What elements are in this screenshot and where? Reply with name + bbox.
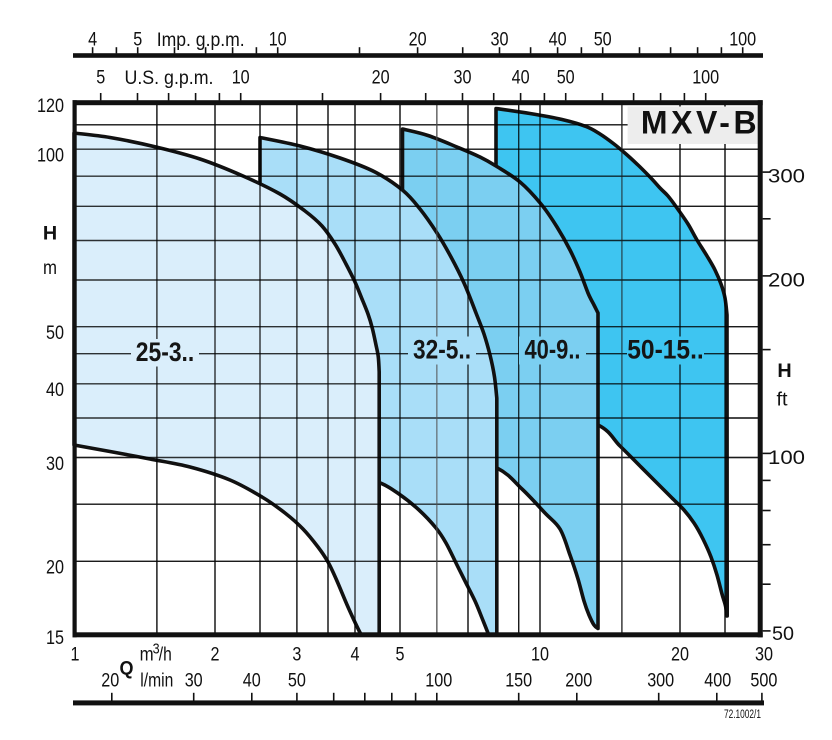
svg-text:2: 2 bbox=[211, 643, 220, 665]
svg-text:4: 4 bbox=[88, 29, 97, 51]
svg-text:400: 400 bbox=[704, 669, 731, 691]
svg-text:200: 200 bbox=[565, 669, 592, 691]
svg-text:25-3..: 25-3.. bbox=[136, 337, 195, 367]
svg-text:10: 10 bbox=[531, 643, 549, 665]
svg-text:300: 300 bbox=[647, 669, 674, 691]
svg-text:ft: ft bbox=[777, 388, 788, 410]
svg-text:15: 15 bbox=[46, 627, 64, 649]
svg-text:l/min: l/min bbox=[140, 669, 173, 691]
svg-text:H: H bbox=[777, 360, 791, 382]
svg-text:30: 30 bbox=[491, 29, 509, 51]
svg-text:50: 50 bbox=[772, 623, 794, 645]
svg-text:20: 20 bbox=[101, 669, 119, 691]
svg-text:50: 50 bbox=[288, 669, 306, 691]
svg-text:10: 10 bbox=[232, 67, 250, 89]
svg-text:Q: Q bbox=[120, 657, 134, 679]
svg-text:m: m bbox=[140, 643, 154, 665]
svg-text:5: 5 bbox=[96, 67, 105, 89]
svg-text:40: 40 bbox=[243, 669, 261, 691]
svg-text:40-9..: 40-9.. bbox=[525, 335, 581, 365]
svg-text:/h: /h bbox=[159, 643, 172, 665]
svg-text:3: 3 bbox=[292, 643, 301, 665]
svg-text:m: m bbox=[43, 257, 57, 279]
svg-text:10: 10 bbox=[269, 29, 287, 51]
svg-text:40: 40 bbox=[512, 67, 530, 89]
svg-text:100: 100 bbox=[425, 669, 452, 691]
svg-text:50: 50 bbox=[46, 322, 64, 344]
svg-text:40: 40 bbox=[549, 29, 567, 51]
svg-text:50: 50 bbox=[594, 29, 612, 51]
svg-text:100: 100 bbox=[692, 67, 719, 89]
svg-text:32-5..: 32-5.. bbox=[413, 335, 471, 365]
svg-text:100: 100 bbox=[729, 29, 756, 51]
svg-text:200: 200 bbox=[768, 269, 805, 291]
svg-text:30: 30 bbox=[46, 453, 64, 475]
svg-text:Imp. g.p.m.: Imp. g.p.m. bbox=[157, 29, 245, 51]
svg-text:20: 20 bbox=[409, 29, 427, 51]
svg-text:20: 20 bbox=[46, 557, 64, 579]
svg-text:50-15..: 50-15.. bbox=[627, 335, 704, 365]
svg-text:3: 3 bbox=[153, 641, 160, 657]
svg-text:20: 20 bbox=[372, 67, 390, 89]
svg-text:30: 30 bbox=[454, 67, 472, 89]
svg-text:72.1002/1: 72.1002/1 bbox=[724, 709, 761, 721]
svg-text:5: 5 bbox=[396, 643, 405, 665]
svg-text:50: 50 bbox=[557, 67, 575, 89]
svg-text:U.S. g.p.m.: U.S. g.p.m. bbox=[125, 67, 214, 89]
svg-text:100: 100 bbox=[768, 447, 805, 469]
svg-text:100: 100 bbox=[37, 145, 64, 167]
svg-text:120: 120 bbox=[37, 95, 64, 117]
svg-text:30: 30 bbox=[755, 643, 773, 665]
svg-text:4: 4 bbox=[351, 643, 360, 665]
svg-text:30: 30 bbox=[185, 669, 203, 691]
svg-text:40: 40 bbox=[46, 379, 64, 401]
svg-text:20: 20 bbox=[671, 643, 689, 665]
svg-text:MXV-B: MXV-B bbox=[641, 105, 760, 141]
svg-text:5: 5 bbox=[133, 29, 142, 51]
svg-text:300: 300 bbox=[768, 166, 805, 188]
svg-text:H: H bbox=[43, 222, 57, 244]
svg-text:1: 1 bbox=[71, 643, 80, 665]
svg-text:500: 500 bbox=[750, 669, 777, 691]
svg-text:150: 150 bbox=[505, 669, 532, 691]
